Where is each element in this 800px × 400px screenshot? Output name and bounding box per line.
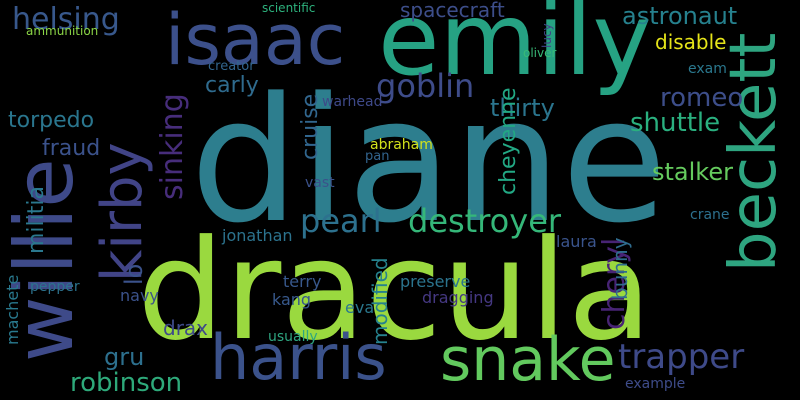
word-gru: gru (104, 343, 145, 371)
word-usually: usually (268, 329, 318, 345)
word-carly: carly (205, 73, 259, 98)
word-pan: pan (365, 149, 390, 164)
word-sinking: sinking (155, 93, 190, 200)
word-fraud: fraud (42, 136, 101, 161)
word-scientific: scientific (262, 1, 316, 15)
word-goblin: goblin (376, 67, 475, 105)
word-astronaut: astronaut (622, 2, 738, 30)
word-eva: eva (345, 298, 375, 317)
word-kirby: kirby (90, 142, 155, 282)
word-stalker: stalker (652, 158, 733, 186)
word-preserve: preserve (400, 272, 471, 291)
word-example: example (625, 376, 686, 392)
word-beckett: beckett (717, 32, 791, 272)
word-pearl: pearl (300, 202, 382, 240)
word-bunny: bunny (608, 237, 632, 300)
word-oliver: oliver (523, 46, 557, 60)
word-spacecraft: spacecraft (400, 0, 505, 22)
word-drax: drax (163, 316, 209, 340)
word-disable: disable (655, 30, 727, 54)
word-militia: militia (24, 186, 49, 254)
word-dragging: dragging (422, 288, 494, 307)
word-terry: terry (283, 272, 322, 291)
word-isaac: isaac (165, 0, 346, 81)
word-helsing: helsing (12, 2, 120, 37)
word-lo: lo (120, 263, 148, 285)
word-dracula: dracula (137, 210, 653, 371)
word-robinson: robinson (70, 368, 183, 398)
word-harris: harris (210, 321, 387, 394)
word-snake: snake (440, 325, 616, 395)
word-navy: navy (120, 286, 159, 305)
word-lucy: lucy (540, 23, 554, 48)
word-crane: crane (690, 207, 730, 223)
word-ammunition: ammunition (26, 24, 99, 38)
word-emily: emily (378, 0, 652, 98)
word-cheyenne: cheyenne (496, 87, 521, 195)
word-vast: vast (305, 175, 335, 191)
word-laura: laura (556, 232, 597, 251)
word-cruise: cruise (298, 93, 323, 160)
word-trapper: trapper (618, 337, 745, 377)
word-machete: machete (3, 274, 22, 345)
word-diane: diane (190, 60, 668, 261)
word-warhead: warhead (322, 94, 383, 110)
word-thirty: thirty (490, 94, 555, 122)
word-jonathan: jonathan (222, 226, 293, 245)
word-shuttle: shuttle (630, 108, 721, 138)
word-torpedo: torpedo (8, 108, 95, 133)
word-romeo: romeo (660, 83, 744, 113)
word-pepper: pepper (30, 279, 80, 295)
word-abraham: abraham (370, 137, 433, 153)
word-creator: creator (208, 59, 255, 74)
word-exam: exam (688, 61, 727, 77)
word-destroyer: destroyer (408, 202, 562, 240)
word-kang: kang (272, 290, 312, 309)
